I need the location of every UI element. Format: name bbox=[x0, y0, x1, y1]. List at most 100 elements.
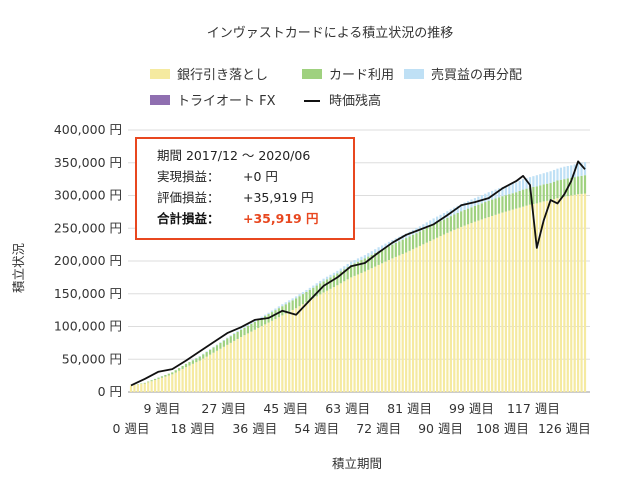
x-tick-label: 126 週目 bbox=[538, 421, 591, 436]
bar-redistribution bbox=[425, 222, 428, 228]
bar-stack bbox=[133, 384, 136, 392]
bar-card bbox=[511, 193, 514, 210]
bar-stack bbox=[566, 166, 569, 392]
bar-redistribution bbox=[346, 263, 349, 268]
bar-bank bbox=[429, 241, 432, 392]
bar-bank bbox=[515, 208, 518, 392]
bar-redistribution bbox=[374, 249, 377, 253]
bar-stack bbox=[291, 298, 294, 392]
bar-card bbox=[264, 316, 267, 325]
legend-label: 売買益の再分配 bbox=[431, 67, 522, 83]
bar-bank bbox=[205, 356, 208, 392]
bar-bank bbox=[322, 292, 325, 392]
bar-stack bbox=[325, 276, 329, 392]
bar-redistribution bbox=[463, 202, 466, 210]
bar-card bbox=[425, 227, 428, 243]
bar-bank bbox=[202, 358, 205, 392]
bar-bank bbox=[184, 367, 188, 392]
bar-redistribution bbox=[532, 176, 535, 187]
bar-bank bbox=[157, 378, 160, 392]
bar-bank bbox=[178, 370, 181, 392]
bar-stack bbox=[377, 247, 380, 392]
bar-bank bbox=[456, 228, 459, 392]
bar-bank bbox=[411, 249, 415, 392]
bar-stack bbox=[573, 164, 576, 392]
bar-stack bbox=[319, 280, 322, 392]
bar-stack bbox=[552, 169, 556, 392]
bar-bank bbox=[453, 229, 456, 392]
bar-bank bbox=[367, 269, 370, 392]
bar-redistribution bbox=[215, 344, 219, 346]
bar-card bbox=[384, 247, 387, 262]
bar-stack bbox=[236, 330, 239, 392]
bar-stack bbox=[205, 351, 208, 392]
bar-card bbox=[336, 273, 339, 286]
x-tick-label: 9 週目 bbox=[143, 401, 180, 416]
bar-card bbox=[380, 249, 384, 264]
bar-redistribution bbox=[308, 287, 311, 290]
bar-redistribution bbox=[442, 213, 446, 220]
bar-card bbox=[184, 363, 188, 368]
bar-card bbox=[456, 212, 459, 229]
bar-bank bbox=[264, 324, 267, 392]
bar-bank bbox=[356, 274, 360, 392]
bar-redistribution bbox=[501, 186, 504, 197]
bar-redistribution bbox=[566, 166, 569, 179]
bar-stack bbox=[418, 226, 422, 392]
bar-bank bbox=[129, 385, 133, 392]
bar-stack bbox=[470, 199, 473, 392]
bar-redistribution bbox=[336, 270, 339, 274]
bar-card bbox=[343, 269, 346, 282]
bar-redistribution bbox=[294, 296, 298, 299]
bar-redistribution bbox=[209, 349, 212, 350]
bar-redistribution bbox=[422, 224, 425, 230]
bar-bank bbox=[325, 290, 329, 392]
bar-card bbox=[460, 211, 463, 227]
bar-card bbox=[432, 224, 435, 240]
bar-bank bbox=[284, 313, 287, 392]
bar-stack bbox=[339, 268, 342, 392]
bar-bank bbox=[174, 372, 177, 392]
bar-bank bbox=[473, 221, 477, 392]
bar-stack bbox=[329, 274, 332, 392]
bars bbox=[129, 162, 587, 392]
bar-card bbox=[405, 238, 408, 253]
bar-stack bbox=[164, 374, 167, 392]
bar-stack bbox=[460, 204, 463, 392]
bar-stack bbox=[136, 384, 139, 392]
bar-bank bbox=[209, 354, 212, 392]
bar-stack bbox=[484, 193, 487, 392]
bar-card bbox=[360, 260, 363, 273]
bar-stack bbox=[374, 249, 377, 392]
bar-bank bbox=[143, 383, 146, 392]
bar-stack bbox=[429, 220, 432, 392]
bar-bank bbox=[552, 199, 556, 392]
bar-bank bbox=[277, 317, 280, 392]
bar-card bbox=[494, 198, 497, 215]
bar-redistribution bbox=[484, 193, 487, 203]
bar-bank bbox=[535, 203, 538, 392]
bar-redistribution bbox=[233, 333, 236, 335]
bar-stack bbox=[508, 184, 511, 392]
bar-redistribution bbox=[580, 162, 583, 176]
bar-card bbox=[515, 192, 518, 209]
legend-label: カード利用 bbox=[329, 68, 394, 83]
bar-redistribution bbox=[205, 351, 208, 353]
bar-stack bbox=[277, 306, 280, 392]
bar-redistribution bbox=[270, 310, 274, 313]
bar-stack bbox=[243, 326, 246, 392]
bar-card bbox=[487, 200, 490, 218]
bar-card bbox=[556, 180, 559, 199]
bar-redistribution bbox=[319, 280, 322, 284]
bar-redistribution bbox=[264, 314, 267, 317]
bar-bank bbox=[539, 202, 542, 392]
bar-stack bbox=[322, 278, 325, 392]
bar-card bbox=[205, 352, 208, 357]
bar-card bbox=[143, 382, 146, 384]
bar-stack bbox=[497, 188, 501, 392]
bar-bank bbox=[405, 252, 408, 392]
bar-bank bbox=[556, 198, 559, 392]
bar-card bbox=[288, 302, 291, 312]
bar-bank bbox=[463, 225, 466, 392]
